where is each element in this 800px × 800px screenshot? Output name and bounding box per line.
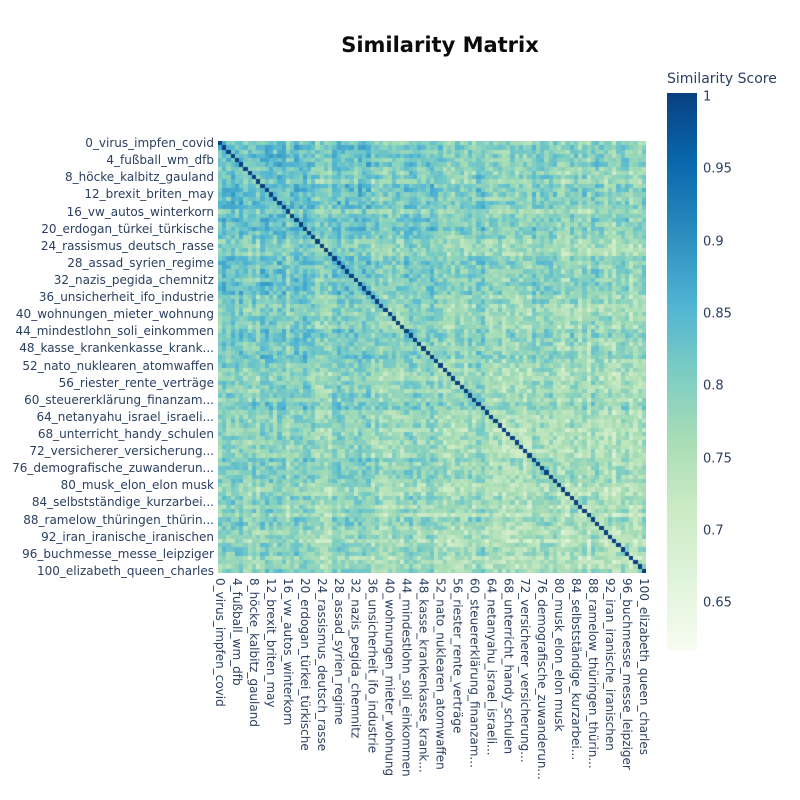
y-tick-label: 56_riester_rente_verträge bbox=[58, 375, 214, 390]
colorbar-tick-label: 0.95 bbox=[703, 161, 732, 177]
y-tick-label: 12_brexit_briten_may bbox=[84, 187, 214, 202]
heatmap-canvas bbox=[218, 141, 646, 573]
x-tick-label: 100_elizabeth_queen_charles bbox=[636, 578, 651, 755]
y-tick-label: 100_elizabeth_queen_charles bbox=[37, 563, 214, 578]
x-tick-label: 60_steuererklärung_finanzam... bbox=[467, 578, 482, 768]
x-tick-label: 48_kasse_krankenkasse_krank... bbox=[416, 578, 431, 773]
y-tick-label: 88_ramelow_thüringen_thürin... bbox=[23, 512, 214, 527]
y-tick-label: 28_assad_syrien_regime bbox=[67, 255, 214, 270]
x-tick-label: 36_unsicherheit_ifo_industrie bbox=[365, 578, 380, 754]
colorbar-tick-label: 0.85 bbox=[703, 306, 732, 322]
colorbar-tick-label: 1 bbox=[703, 89, 712, 105]
y-tick-label: 72_versicherer_versicherung... bbox=[29, 444, 214, 459]
y-tick-label: 84_selbstständige_kurzarbei... bbox=[31, 495, 214, 510]
y-tick-label: 44_mindestlohn_soli_einkommen bbox=[15, 324, 214, 339]
y-tick-label: 92_iran_iranische_iranischen bbox=[41, 529, 214, 544]
x-tick-label: 32_nazis_pegida_chemnitz bbox=[348, 578, 363, 739]
x-tick-label: 76_demografische_zuwanderun... bbox=[535, 578, 550, 780]
x-tick-label: 72_versicherer_versicherung... bbox=[518, 578, 533, 763]
x-tick-label: 80_musk_elon_elon musk bbox=[552, 578, 567, 732]
x-tick-label: 84_selbstständige_kurzarbei... bbox=[569, 578, 584, 761]
y-tick-label: 40_wohnungen_mieter_wohnung bbox=[15, 307, 214, 322]
x-tick-label: 28_assad_syrien_regime bbox=[331, 578, 346, 725]
y-tick-label: 96_buchmesse_messe_leipziger bbox=[22, 546, 214, 561]
x-tick-label: 56_riester_rente_verträge bbox=[450, 578, 465, 734]
y-tick-label: 68_unterricht_handy_schulen bbox=[37, 426, 214, 441]
y-tick-label: 0_virus_impfen_covid bbox=[85, 136, 214, 151]
colorbar-tick-label: 0.75 bbox=[703, 451, 732, 467]
colorbar-tick-label: 0.8 bbox=[703, 378, 724, 394]
y-tick-label: 76_demografische_zuwanderun... bbox=[12, 461, 214, 476]
colorbar-title: Similarity Score bbox=[667, 71, 777, 87]
colorbar-tick-label: 0.65 bbox=[703, 595, 732, 611]
y-tick-label: 60_steuererklärung_finanzam... bbox=[24, 392, 214, 407]
y-tick-label: 36_unsicherheit_ifo_industrie bbox=[38, 290, 214, 305]
chart-title: Similarity Matrix bbox=[341, 33, 539, 57]
x-tick-label: 96_buchmesse_messe_leipziger bbox=[619, 578, 634, 770]
y-tick-label: 24_rassismus_deutsch_rasse bbox=[40, 238, 214, 253]
x-tick-label: 0_virus_impfen_covid bbox=[213, 578, 228, 707]
x-tick-label: 68_unterricht_handy_schulen bbox=[501, 578, 516, 755]
colorbar-tick-label: 0.9 bbox=[703, 234, 724, 250]
x-tick-label: 24_rassismus_deutsch_rasse bbox=[314, 578, 329, 752]
x-tick-label: 92_iran_iranische_iranischen bbox=[602, 578, 617, 751]
x-tick-label: 52_nato_nuklearen_atomwaffen bbox=[433, 578, 448, 770]
y-tick-label: 8_höcke_kalbitz_gauland bbox=[65, 170, 214, 185]
y-tick-label: 4_fußball_wm_dfb bbox=[106, 153, 214, 168]
y-tick-label: 32_nazis_pegida_chemnitz bbox=[53, 273, 214, 287]
x-tick-label: 44_mindestlohn_soli_einkommen bbox=[399, 578, 414, 777]
x-tick-label: 64_netanyahu_israel_israeli... bbox=[484, 578, 499, 756]
y-tick-label: 80_musk_elon_elon musk bbox=[60, 478, 214, 493]
y-tick-label: 20_erdogan_türkei_türkische bbox=[41, 221, 214, 236]
y-tick-label: 52_nato_nuklearen_atomwaffen bbox=[22, 358, 214, 373]
x-tick-label: 8_höcke_kalbitz_gauland bbox=[247, 578, 262, 727]
y-tick-label: 16_vw_autos_winterkorn bbox=[66, 204, 214, 219]
y-tick-label: 64_netanyahu_israel_israeli... bbox=[36, 409, 214, 424]
x-tick-label: 40_wohnungen_mieter_wohnung bbox=[382, 578, 397, 777]
colorbar-gradient bbox=[667, 93, 697, 650]
x-tick-label: 12_brexit_briten_may bbox=[263, 578, 278, 708]
x-tick-label: 20_erdogan_türkei_türkische bbox=[297, 578, 312, 751]
x-tick-label: 16_vw_autos_winterkorn bbox=[280, 578, 295, 726]
colorbar-tick-label: 0.7 bbox=[703, 523, 724, 539]
x-tick-label: 4_fußball_wm_dfb bbox=[230, 578, 245, 686]
y-tick-label: 48_kasse_krankenkasse_krank... bbox=[19, 341, 214, 356]
x-tick-label: 88_ramelow_thüringen_thürin... bbox=[586, 578, 601, 769]
